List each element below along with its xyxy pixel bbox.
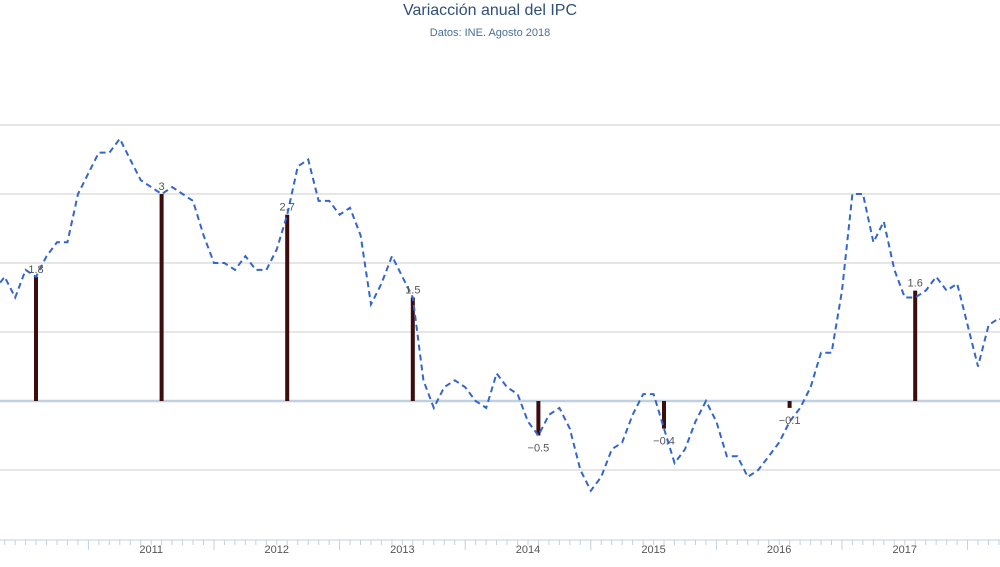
grid-lines xyxy=(0,124,1000,471)
bar xyxy=(662,401,666,429)
bar-data-label: 1.5 xyxy=(405,285,420,297)
bar-data-label: 3 xyxy=(159,181,165,193)
x-tick-label: 2012 xyxy=(265,544,289,556)
bar-data-label: −0.1 xyxy=(779,415,801,427)
line-series xyxy=(0,136,1000,493)
x-tick-label: 2015 xyxy=(641,544,665,556)
bar xyxy=(913,290,918,401)
ipc-line xyxy=(0,136,1000,493)
bar xyxy=(536,401,541,436)
x-tick-label: 2017 xyxy=(893,544,917,556)
bar-series xyxy=(34,194,918,436)
data-labels: 1.8 3 2.7 1.5 −0.5 −0.4 −0.1 1.6 xyxy=(28,181,922,455)
bar-data-label: −0.5 xyxy=(528,443,550,455)
x-tick-label: 2011 xyxy=(139,544,163,556)
chart-title: Variacción anual del IPC xyxy=(402,2,578,19)
bar xyxy=(34,276,38,401)
x-tick-label: 2014 xyxy=(516,544,540,556)
bar xyxy=(285,214,290,401)
x-tick-label: 2016 xyxy=(767,544,791,556)
x-tick-label: 2013 xyxy=(390,544,414,556)
bar xyxy=(410,297,415,401)
x-axis: 20112012201320142015201620172018 xyxy=(0,539,1000,556)
bar-data-label: −0.4 xyxy=(653,436,675,448)
bar xyxy=(159,194,164,401)
bar xyxy=(787,401,792,408)
bar-data-label: 1.6 xyxy=(908,278,923,290)
chart-subtitle: Datos: INE. Agosto 2018 xyxy=(429,27,551,39)
bar-data-label: 2.7 xyxy=(280,202,295,214)
bar-data-label: 1.8 xyxy=(28,264,43,276)
